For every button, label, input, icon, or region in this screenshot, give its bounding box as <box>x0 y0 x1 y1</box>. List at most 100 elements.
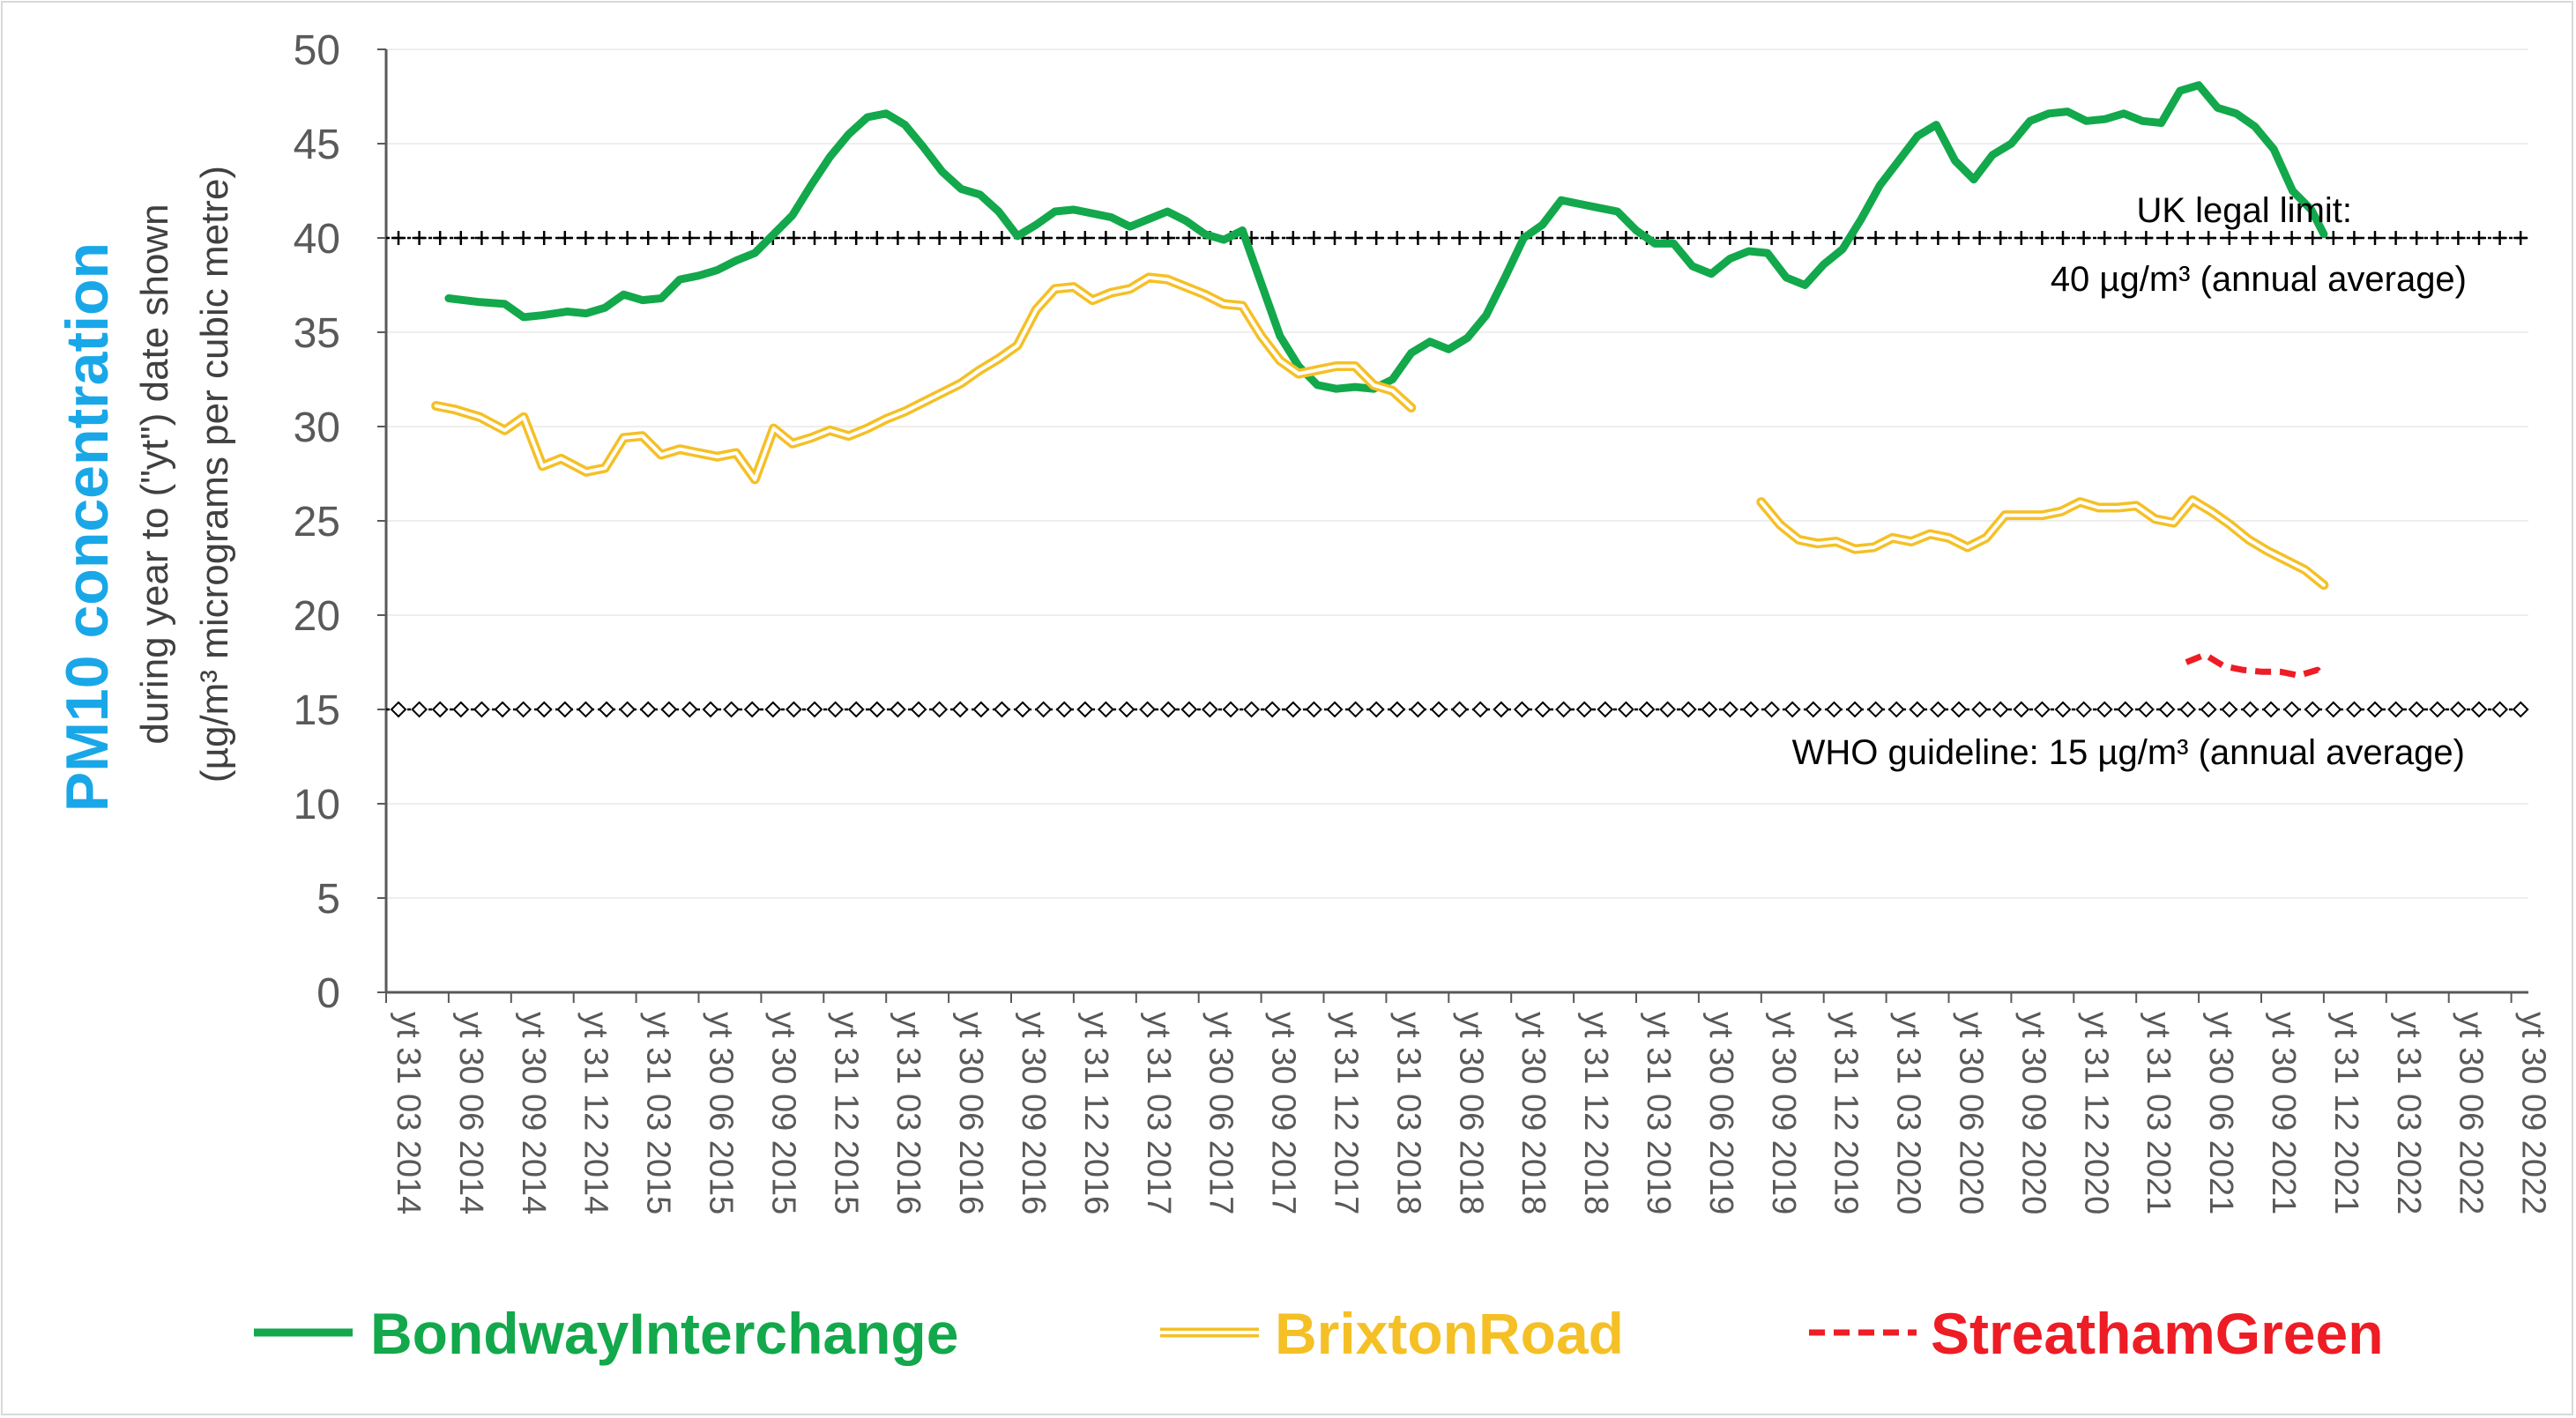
who-guideline-marker <box>2449 701 2467 718</box>
x-tick-label-11: yt 31 12 2016 <box>1077 1012 1114 1214</box>
uk-limit-marker <box>2284 231 2299 245</box>
who-guideline-marker <box>2429 701 2446 718</box>
x-tick-label-20: yt 31 03 2019 <box>1640 1012 1677 1214</box>
who-guideline-marker <box>847 701 865 718</box>
who-guideline-marker <box>1389 701 1406 718</box>
who-guideline-marker <box>1159 701 1177 718</box>
who-guideline-marker <box>764 701 782 718</box>
uk-limit-marker <box>2305 231 2320 245</box>
uk-limit-marker <box>1285 231 1300 245</box>
uk-limit-marker <box>1057 231 1072 245</box>
uk-limit-marker <box>2451 231 2466 245</box>
who-guideline-marker <box>1263 701 1281 718</box>
who-guideline-marker <box>556 701 574 718</box>
who-guideline-marker <box>2283 701 2301 718</box>
who-guideline-marker <box>2137 701 2155 718</box>
gridlines <box>386 48 2528 899</box>
uk-limit-marker <box>1619 231 1634 245</box>
who-guideline-marker <box>1222 701 1240 718</box>
uk-limit-marker <box>2035 231 2050 245</box>
uk-limit-marker <box>516 231 531 245</box>
uk-limit-marker <box>1952 231 1966 245</box>
x-tick-label-9: yt 30 06 2016 <box>952 1012 989 1214</box>
who-guideline-marker <box>702 701 719 718</box>
uk-limit-marker <box>1597 231 1612 245</box>
who-guideline-marker <box>431 701 449 718</box>
uk-limit-marker <box>2139 231 2154 245</box>
who-guideline-marker <box>1451 701 1469 718</box>
uk-limit-marker <box>474 231 489 245</box>
who-guideline-marker <box>1493 701 1510 718</box>
who-guideline-marker <box>806 701 823 718</box>
x-tick-label-31: yt 31 12 2021 <box>2327 1012 2364 1214</box>
who-guideline-marker <box>1783 701 1801 718</box>
uk-limit-marker <box>849 231 864 245</box>
y-tick-label-25: 25 <box>294 499 340 546</box>
uk-limit-marker <box>1805 231 1820 245</box>
who-guideline-marker <box>1763 701 1781 718</box>
x-tick-label-2: yt 30 09 2014 <box>515 1012 552 1214</box>
y-tick-label-30: 30 <box>294 405 340 451</box>
uk-limit-marker <box>1036 231 1051 245</box>
x-tick-label-16: yt 31 03 2018 <box>1389 1012 1426 1214</box>
series-brixtonroad-line-inner <box>1759 498 2326 587</box>
uk-limit-marker <box>1972 231 1987 245</box>
uk-limit-marker <box>1452 231 1467 245</box>
uk-limit-marker <box>994 231 1009 245</box>
series-brixtonroad-line-inner <box>434 275 1413 481</box>
who-guideline-marker <box>972 701 990 718</box>
uk-limit-marker <box>869 231 884 245</box>
uk-limit-marker <box>2118 231 2133 245</box>
y-axis-title: PM10 concentration during year to ("yt")… <box>54 166 236 812</box>
uk-limit-marker <box>1681 231 1696 245</box>
uk-limit-marker <box>682 231 697 245</box>
x-tick-label-18: yt 30 09 2018 <box>1515 1012 1552 1214</box>
uk-limit-marker <box>1161 231 1176 245</box>
y-tick-label-0: 0 <box>316 970 340 1017</box>
legend-item-brixton: BrixtonRoad <box>1160 1301 1624 1366</box>
uk-limit-marker <box>599 231 614 245</box>
x-tick-label-28: yt 31 03 2021 <box>2140 1012 2177 1214</box>
uk-limit-marker <box>1889 231 1904 245</box>
who-guideline-label: WHO guideline: 15 µg/m³ (annual average) <box>1792 733 2465 772</box>
who-guideline-marker <box>2512 701 2529 718</box>
uk-limit-label-line2: 40 µg/m³ (annual average) <box>2051 260 2467 299</box>
who-guideline-marker <box>1825 701 1843 718</box>
uk-limit-marker <box>1389 231 1404 245</box>
uk-limit-marker <box>2201 231 2216 245</box>
uk-limit-marker <box>1744 231 1758 245</box>
who-guideline-marker <box>1513 701 1530 718</box>
who-guideline-marker <box>2033 701 2051 718</box>
who-guideline-marker <box>2345 701 2363 718</box>
x-tick-label-26: yt 30 09 2020 <box>2014 1012 2051 1214</box>
uk-limit-marker <box>1827 231 1842 245</box>
x-tick-label-29: yt 30 06 2021 <box>2202 1012 2239 1214</box>
who-guideline-marker <box>1534 701 1552 718</box>
uk-limit-marker <box>1140 231 1155 245</box>
who-guideline-marker <box>598 701 615 718</box>
uk-limit-marker <box>1910 231 1925 245</box>
uk-limit-marker <box>1577 231 1592 245</box>
who-guideline-marker <box>2325 701 2342 718</box>
who-guideline-marker <box>2158 701 2176 718</box>
uk-limit-marker <box>578 231 593 245</box>
uk-limit-marker <box>2430 231 2445 245</box>
uk-limit-marker <box>786 231 801 245</box>
who-guideline-marker <box>2179 701 2197 718</box>
who-guideline-marker <box>2241 701 2259 718</box>
who-guideline-marker <box>1909 701 1926 718</box>
who-guideline-marker <box>993 701 1010 718</box>
who-guideline-marker <box>2117 701 2134 718</box>
uk-limit-marker <box>1369 231 1384 245</box>
uk-limit-marker <box>391 231 406 245</box>
uk-limit-marker <box>537 231 552 245</box>
uk-limit-marker <box>433 231 448 245</box>
x-tick-label-1: yt 30 06 2014 <box>452 1012 489 1214</box>
chart-title: PM10 concentration <box>54 242 121 812</box>
x-tick-label-6: yt 30 09 2015 <box>764 1012 801 1214</box>
x-tick-label-34: yt 30 09 2022 <box>2515 1012 2552 1214</box>
uk-limit-marker <box>890 231 905 245</box>
who-guideline-marker <box>2366 701 2384 718</box>
x-tick-label-21: yt 30 06 2019 <box>1702 1012 1739 1214</box>
